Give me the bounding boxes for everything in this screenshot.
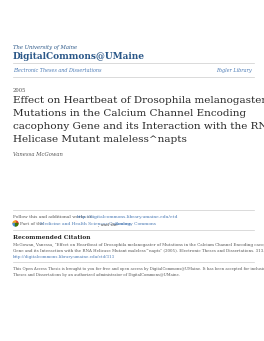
Text: This Open Access Thesis is brought to you for free and open access by DigitalCom: This Open Access Thesis is brought to yo…	[13, 267, 264, 271]
Text: Recommended Citation: Recommended Citation	[13, 235, 91, 240]
Text: Vanessa McGowan: Vanessa McGowan	[13, 152, 63, 157]
Text: http://digitalcommons.library.umaine.edu/etd: http://digitalcommons.library.umaine.edu…	[77, 215, 178, 219]
Text: Effect on Heartbeat of Drosophila melanogaster of: Effect on Heartbeat of Drosophila melano…	[13, 96, 264, 105]
Text: Helicase Mutant maleless^napts: Helicase Mutant maleless^napts	[13, 135, 187, 144]
Text: Follow this and additional works at:: Follow this and additional works at:	[13, 215, 95, 219]
Text: McGowan, Vanessa, "Effect on Heartbeat of Drosophila melanogaster of Mutations i: McGowan, Vanessa, "Effect on Heartbeat o…	[13, 243, 264, 247]
Polygon shape	[16, 223, 18, 226]
Text: Medicine and Health Sciences Commons: Medicine and Health Sciences Commons	[40, 222, 131, 226]
Text: Zoology Commons: Zoology Commons	[115, 222, 155, 226]
Text: 2005: 2005	[13, 88, 26, 93]
Text: Theses and Dissertations by an authorized administrator of DigitalCommons@UMaine: Theses and Dissertations by an authorize…	[13, 273, 180, 277]
Text: Electronic Theses and Dissertations: Electronic Theses and Dissertations	[13, 68, 101, 73]
Text: The University of Maine: The University of Maine	[13, 45, 77, 50]
Text: Gene and its Interaction with the RNA Helicase Mutant maleless^napts" (2005). El: Gene and its Interaction with the RNA He…	[13, 249, 264, 253]
Text: Part of the: Part of the	[20, 222, 45, 226]
Text: cacophony Gene and its Interaction with the RNA: cacophony Gene and its Interaction with …	[13, 122, 264, 131]
Polygon shape	[16, 221, 18, 223]
Text: Mutations in the Calcium Channel Encoding: Mutations in the Calcium Channel Encodin…	[13, 109, 246, 118]
Text: Fogler Library: Fogler Library	[216, 68, 252, 73]
Text: , and the: , and the	[98, 222, 119, 226]
Text: http://digitalcommons.library.umaine.edu/etd/313: http://digitalcommons.library.umaine.edu…	[13, 255, 115, 259]
Polygon shape	[13, 221, 16, 223]
Polygon shape	[13, 223, 16, 226]
Text: DigitalCommons@UMaine: DigitalCommons@UMaine	[13, 52, 145, 61]
